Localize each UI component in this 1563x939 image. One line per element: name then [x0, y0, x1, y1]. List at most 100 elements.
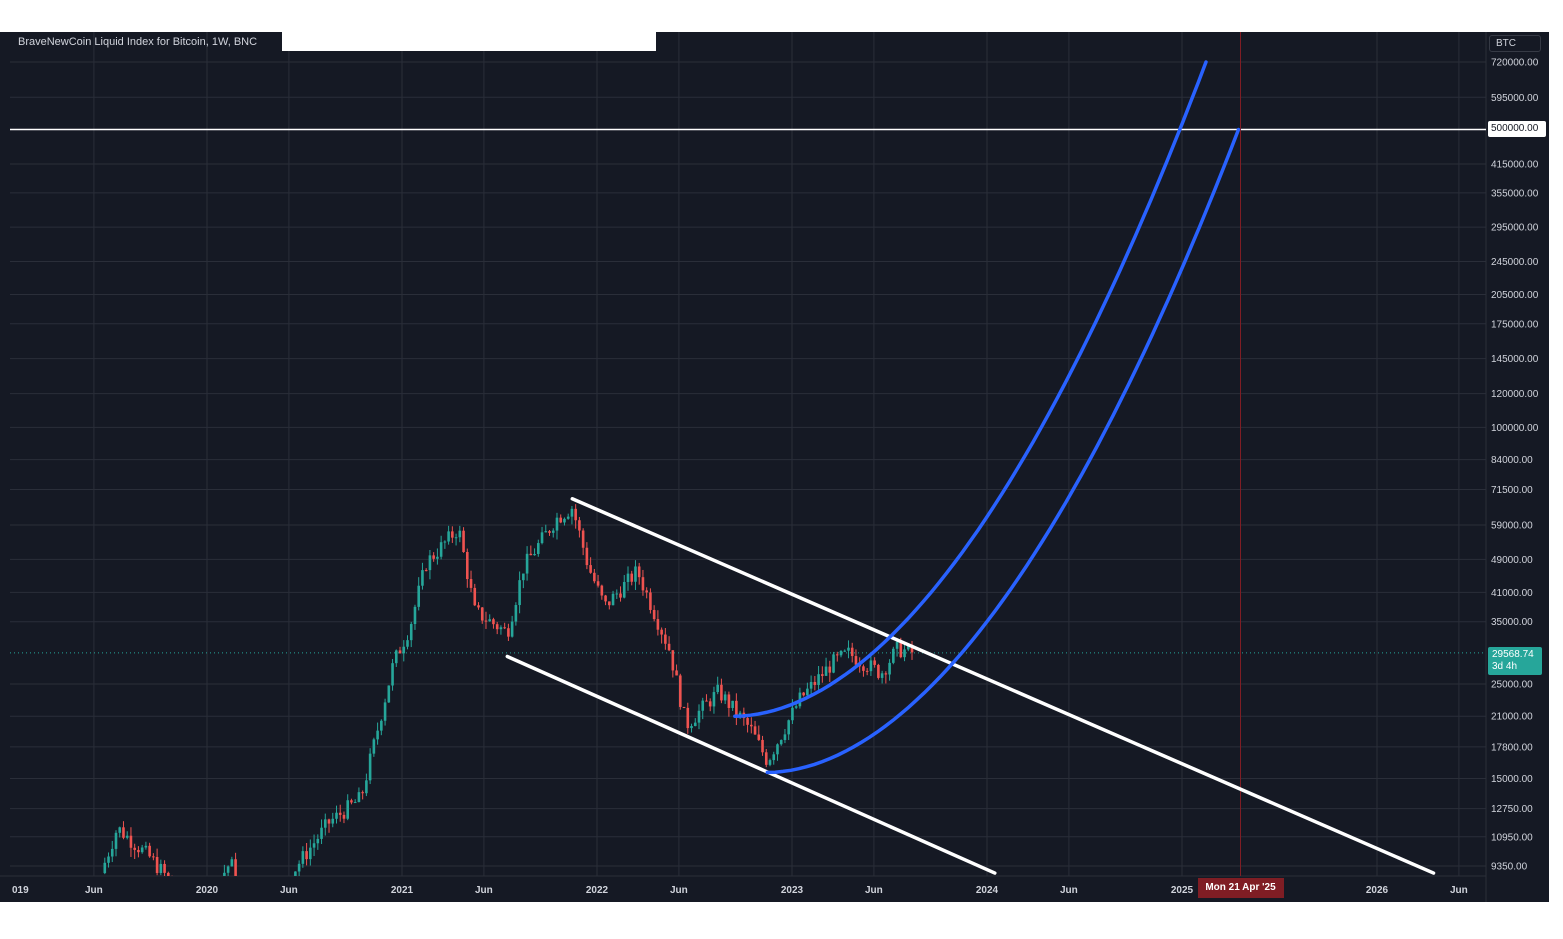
legend-redaction [282, 32, 656, 51]
candle-up [421, 562, 424, 590]
candle-down [596, 574, 600, 588]
candle-up [140, 844, 144, 854]
candle-down [813, 675, 817, 691]
channel-line-lower[interactable] [505, 654, 997, 875]
time-tick-label: Jun [475, 885, 493, 896]
candle-body [716, 684, 719, 693]
candle-body [424, 570, 428, 572]
candle-body [503, 627, 506, 629]
candle-down [835, 651, 839, 662]
candle-body [630, 573, 634, 582]
candle-body [223, 872, 226, 876]
candle-up [114, 830, 118, 857]
chart-panel[interactable] [0, 32, 1563, 902]
candle-body [608, 601, 611, 606]
candle-body [570, 508, 574, 517]
price-tick-label: 145000.00 [1491, 354, 1539, 365]
candle-up [297, 860, 301, 876]
candle-down [581, 528, 585, 556]
candle-up [869, 655, 873, 676]
candle-up [380, 719, 383, 736]
candle-down [398, 646, 402, 654]
candle-down [589, 557, 592, 574]
candle-body [107, 856, 110, 863]
candle-body [757, 734, 761, 740]
candle-up [536, 539, 540, 557]
candle-up [428, 549, 432, 580]
candle-down [641, 569, 645, 596]
candle-down [234, 852, 237, 876]
candle-body [615, 593, 619, 595]
candle-body [828, 666, 832, 673]
candle-body [622, 581, 626, 598]
channel-line-upper[interactable] [570, 497, 1436, 875]
candle-up [394, 649, 398, 667]
time-tick-label: 2020 [196, 885, 219, 896]
candle-up [626, 566, 630, 591]
candle-body [832, 654, 835, 673]
currency-button[interactable]: BTC [1489, 35, 1541, 52]
candle-up [712, 686, 716, 714]
candle-body [536, 543, 540, 554]
candle-body [394, 650, 398, 664]
candle-down [495, 621, 499, 635]
candle-down [746, 715, 749, 733]
candle-body [439, 542, 443, 557]
candle-body [402, 646, 406, 654]
candle-body [686, 707, 690, 729]
candle-body [551, 530, 555, 533]
candle-body [813, 681, 817, 685]
candle-down [630, 570, 634, 586]
price-tick-label: 35000.00 [1491, 617, 1533, 628]
candle-body [294, 871, 297, 876]
candle-down [529, 545, 533, 556]
candle-body [327, 819, 331, 824]
candle-down [338, 804, 342, 822]
candle-body [824, 666, 828, 676]
candle-up [402, 640, 406, 662]
candle-up [118, 826, 122, 838]
candle-body [387, 685, 391, 703]
price-tick-label: 84000.00 [1491, 455, 1533, 466]
drawings[interactable] [10, 32, 1486, 876]
candle-down [327, 818, 331, 833]
candle-down [761, 735, 764, 756]
crosshair-date-label: Mon 21 Apr '25 [1197, 878, 1284, 898]
candle-body [155, 856, 159, 873]
candle-body [320, 827, 323, 839]
price-tick-label: 15000.00 [1491, 774, 1533, 785]
candle-body [877, 664, 880, 678]
grid [10, 32, 1486, 876]
candle-body [660, 629, 663, 635]
candle-body [125, 835, 129, 838]
candle-down [727, 691, 731, 717]
candle-up [634, 560, 637, 590]
candle-down [656, 610, 660, 636]
candle-down [649, 588, 652, 614]
candle-body [533, 553, 536, 556]
price-tick-label: 41000.00 [1491, 588, 1533, 599]
candle-up [817, 666, 820, 692]
price-axis[interactable]: 720000.00 595000.00 415000.00 355000.00 2950… [1485, 32, 1539, 902]
candle-body [529, 553, 533, 556]
candle-body [589, 565, 592, 573]
time-tick-label: 2022 [586, 885, 609, 896]
candle-up [454, 533, 458, 546]
candle-body [791, 707, 794, 721]
candle-body [465, 552, 469, 580]
candle-up [331, 812, 335, 828]
candle-down [361, 790, 364, 800]
candle-up [892, 646, 895, 665]
time-axis[interactable]: 019 Jun 2020 Jun 2021 Jun 2022 Jun 2023 Jun 2024 Ju… [0, 875, 1486, 896]
parabolic-curve-1[interactable] [733, 60, 1208, 718]
last-price-value: 29568.74 [1492, 648, 1534, 660]
candle-body [873, 660, 876, 665]
candle-body [297, 863, 301, 872]
candle-body [323, 819, 327, 828]
parabolic-curve-2[interactable] [765, 127, 1241, 775]
candle-body [664, 634, 667, 644]
candle-up [776, 743, 779, 761]
candle-body [495, 624, 499, 630]
candle-down [148, 842, 151, 858]
